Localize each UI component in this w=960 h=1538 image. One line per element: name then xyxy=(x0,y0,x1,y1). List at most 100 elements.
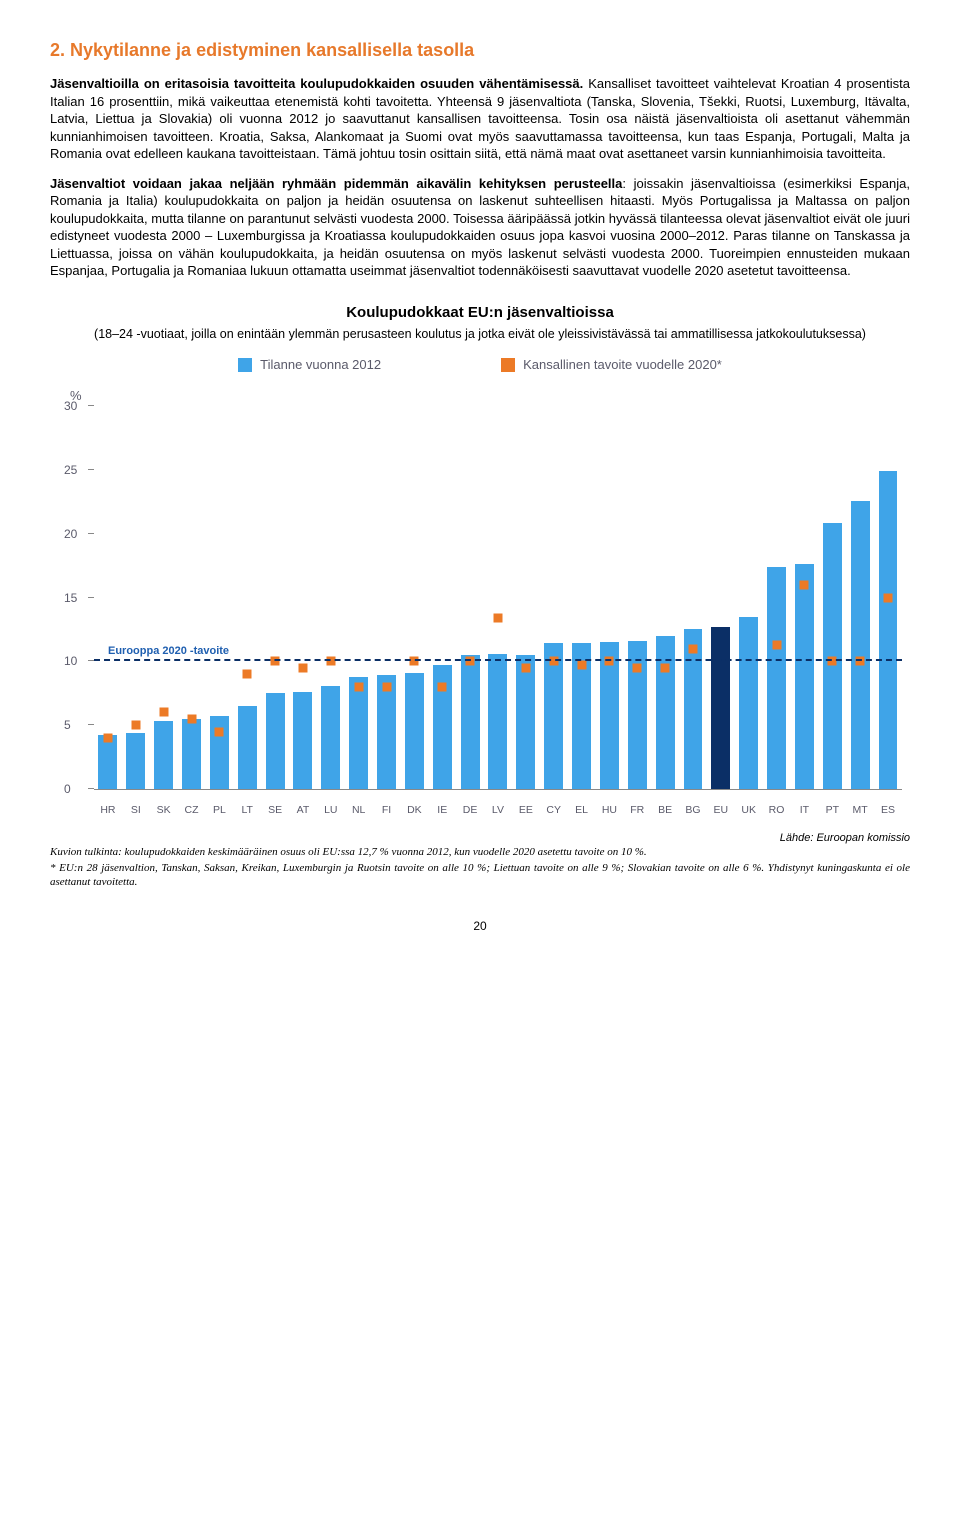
bar xyxy=(516,655,535,789)
bar-column xyxy=(595,406,623,789)
bar-column xyxy=(818,406,846,789)
national-target-marker xyxy=(549,657,558,666)
x-label: DK xyxy=(400,804,428,816)
paragraph-2: Jäsenvaltiot voidaan jakaa neljään ryhmä… xyxy=(50,175,910,280)
y-tick-mark xyxy=(88,597,94,598)
national-target-marker xyxy=(521,663,530,672)
national-target-marker xyxy=(577,661,586,670)
national-target-marker xyxy=(187,714,196,723)
bar-column xyxy=(735,406,763,789)
y-tick-mark xyxy=(88,724,94,725)
bar-column xyxy=(233,406,261,789)
x-label: SK xyxy=(150,804,178,816)
national-target-marker xyxy=(828,657,837,666)
bar xyxy=(377,675,396,789)
legend-swatch-target xyxy=(501,358,515,372)
x-label: EL xyxy=(568,804,596,816)
x-label: PL xyxy=(205,804,233,816)
national-target-marker xyxy=(215,727,224,736)
bar-column xyxy=(874,406,902,789)
x-label: LV xyxy=(484,804,512,816)
bar xyxy=(879,471,898,789)
bar xyxy=(182,719,201,789)
bar-column xyxy=(707,406,735,789)
y-tick-mark xyxy=(88,405,94,406)
x-label: MT xyxy=(846,804,874,816)
bar-column xyxy=(345,406,373,789)
x-label: EE xyxy=(512,804,540,816)
bar xyxy=(126,733,145,789)
national-target-marker xyxy=(466,657,475,666)
x-label: LT xyxy=(233,804,261,816)
eu-target-line xyxy=(94,659,902,661)
chart-legend: Tilanne vuonna 2012 Kansallinen tavoite … xyxy=(50,357,910,372)
bar-column xyxy=(456,406,484,789)
bar-column xyxy=(763,406,791,789)
national-target-marker xyxy=(661,663,670,672)
x-label: FI xyxy=(373,804,401,816)
y-tick: 20 xyxy=(64,527,77,541)
national-target-marker xyxy=(856,657,865,666)
national-target-marker xyxy=(159,708,168,717)
footnote-2: * EU:n 28 jäsenvaltion, Tanskan, Saksan,… xyxy=(50,862,910,890)
bar-column xyxy=(846,406,874,789)
x-label: BG xyxy=(679,804,707,816)
y-tick: 15 xyxy=(64,591,77,605)
national-target-marker xyxy=(633,663,642,672)
y-tick: 0 xyxy=(64,782,71,796)
paragraph-1: Jäsenvaltioilla on eritasoisia tavoittei… xyxy=(50,75,910,163)
bar xyxy=(349,677,368,789)
national-target-marker xyxy=(438,682,447,691)
bar-column xyxy=(122,406,150,789)
chart-plot: % 051015202530Eurooppa 2020 -tavoite HRS… xyxy=(50,376,910,816)
x-label: HU xyxy=(595,804,623,816)
bar-column xyxy=(568,406,596,789)
national-target-marker xyxy=(800,580,809,589)
chart-title: Koulupudokkaat EU:n jäsenvaltioissa xyxy=(50,304,910,321)
bar-column xyxy=(400,406,428,789)
x-label: IT xyxy=(790,804,818,816)
x-label: PT xyxy=(818,804,846,816)
section-title: 2. Nykytilanne ja edistyminen kansallise… xyxy=(50,40,910,61)
legend-item-2012: Tilanne vuonna 2012 xyxy=(238,357,381,372)
x-label: HR xyxy=(94,804,122,816)
bar-column xyxy=(651,406,679,789)
national-target-marker xyxy=(410,657,419,666)
bar-column xyxy=(150,406,178,789)
x-label: IE xyxy=(428,804,456,816)
bar-column xyxy=(623,406,651,789)
chart: Tilanne vuonna 2012 Kansallinen tavoite … xyxy=(50,357,910,816)
bar xyxy=(405,673,424,789)
bar xyxy=(238,706,257,789)
bar-column xyxy=(540,406,568,789)
national-target-marker xyxy=(131,721,140,730)
x-label: SE xyxy=(261,804,289,816)
y-tick: 10 xyxy=(64,654,77,668)
y-tick-mark xyxy=(88,788,94,789)
national-target-marker xyxy=(298,663,307,672)
footnote-1: Kuvion tulkinta: koulupudokkaiden keskim… xyxy=(50,846,910,860)
national-target-marker xyxy=(243,670,252,679)
bar xyxy=(266,693,285,789)
x-label: EU xyxy=(707,804,735,816)
bar xyxy=(851,501,870,790)
eu-target-label: Eurooppa 2020 -tavoite xyxy=(108,645,229,657)
bar xyxy=(684,629,703,789)
national-target-marker xyxy=(493,613,502,622)
chart-source: Lähde: Euroopan komissio xyxy=(50,832,910,844)
legend-item-target: Kansallinen tavoite vuodelle 2020* xyxy=(501,357,722,372)
legend-label-2012: Tilanne vuonna 2012 xyxy=(260,357,381,372)
page-number: 20 xyxy=(50,919,910,933)
bar-column xyxy=(289,406,317,789)
y-tick-mark xyxy=(88,533,94,534)
bar xyxy=(739,617,758,789)
bar-column xyxy=(317,406,345,789)
x-label: DE xyxy=(456,804,484,816)
national-target-marker xyxy=(772,640,781,649)
bar-column xyxy=(94,406,122,789)
y-tick: 30 xyxy=(64,399,77,413)
bar xyxy=(293,692,312,789)
bar-column xyxy=(205,406,233,789)
y-tick: 5 xyxy=(64,718,71,732)
x-label: NL xyxy=(345,804,373,816)
